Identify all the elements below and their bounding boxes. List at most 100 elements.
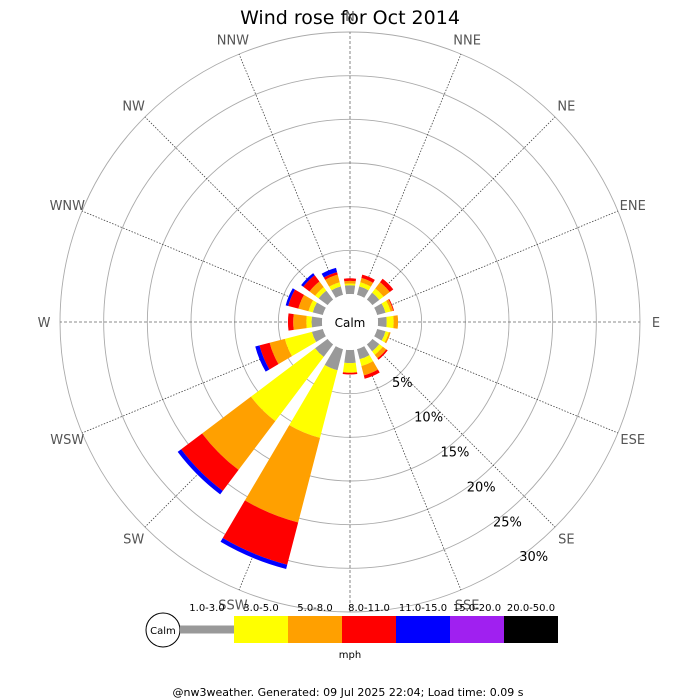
petal-segment [381, 331, 389, 343]
speed-legend: Calm 1.0-3.0 3.0-5.0 5.0-8.0 8.0-11.0 11.0-15… [145, 603, 558, 661]
petal-segment [329, 282, 341, 291]
petal-segment [285, 288, 296, 307]
petal-segment [366, 338, 380, 352]
direction-label: NW [122, 100, 145, 115]
petal-segment [344, 283, 356, 286]
petal-segment [181, 433, 239, 491]
radial-label: 20% [467, 480, 496, 495]
petal-segment [344, 280, 356, 284]
petal-segment [384, 332, 391, 344]
petal-segment [308, 300, 317, 313]
footer-text: @nw3weather. Generated: 09 Jul 2025 22:0… [173, 686, 524, 699]
legend-swatch [180, 625, 234, 634]
petal-segment [222, 500, 299, 565]
petal-segment [374, 329, 386, 341]
legend-bin-label: 8.0-11.0 [348, 603, 390, 614]
petal-segment [269, 338, 293, 365]
petal-segment [259, 342, 279, 370]
petal-segment [288, 289, 305, 309]
petal-segment [372, 344, 383, 355]
grid-ring [103, 75, 597, 569]
petal-segment [298, 294, 314, 312]
direction-label: SE [558, 532, 574, 547]
grid-spoke [375, 210, 619, 312]
legend-bin-label: 3.0-5.0 [243, 603, 278, 614]
petal-segment [375, 282, 390, 297]
petal-segment [393, 315, 399, 329]
petal-segment [321, 267, 338, 278]
petal-segment [344, 349, 356, 364]
legend-bin-label: 5.0-8.0 [297, 603, 332, 614]
petal-segment [377, 349, 388, 360]
petal-segment [220, 538, 288, 569]
petal-segment [311, 316, 323, 328]
direction-label: ENE [620, 199, 646, 214]
legend-bin-label: 20.0-50.0 [507, 603, 555, 614]
direction-label: SSE [455, 599, 480, 614]
direction-label: SW [123, 532, 144, 547]
petal-segment [357, 286, 369, 298]
petal-segment [361, 274, 375, 283]
petal-segment [293, 314, 307, 330]
petal-segment [202, 396, 276, 470]
petal-segment [386, 315, 394, 329]
direction-label: WSW [50, 433, 84, 448]
petal-segment [303, 275, 320, 292]
petal-segment [361, 361, 378, 376]
petal-segment [386, 299, 394, 312]
petal-segment [312, 302, 326, 315]
petal-segment [311, 329, 326, 342]
legend-unit-label: mph [339, 650, 361, 661]
direction-label: WNW [50, 199, 86, 214]
direction-label: SSW [218, 599, 248, 614]
legend-bin-label: 15.0-20.0 [453, 603, 501, 614]
legend-calm-label: Calm [150, 626, 176, 637]
direction-labels: NNNENEENEEESESESSESSSWSWWSWWWNWNWNNW [38, 10, 661, 637]
petal-segment [357, 346, 370, 360]
calm-label: Calm [335, 316, 366, 330]
grid-spoke [144, 116, 331, 303]
petal-segment [377, 316, 387, 328]
petal-segment [255, 345, 270, 372]
polar-grid [59, 31, 641, 613]
direction-label: N [345, 10, 355, 25]
legend-bin-label: 1.0-3.0 [189, 603, 224, 614]
petal-segment [287, 313, 294, 331]
legend-swatch [342, 616, 396, 643]
petal-segment [374, 303, 386, 315]
legend-swatch [288, 616, 342, 643]
petal-segment [284, 331, 317, 357]
radial-label: 30% [519, 550, 548, 565]
direction-label: ESE [620, 433, 645, 448]
petal-segment [325, 274, 340, 287]
legend-bin-label: 11.0-15.0 [399, 603, 447, 614]
petal-segment [372, 288, 384, 300]
direction-label: NE [557, 100, 575, 115]
petal-segment [379, 278, 394, 293]
petal-segment [344, 285, 356, 295]
direction-label: NNW [217, 33, 249, 48]
petal-segment [323, 272, 338, 280]
petal-segment [343, 278, 357, 282]
direction-label: W [38, 316, 51, 331]
radial-label: 5% [392, 376, 413, 391]
petal-segment [331, 286, 343, 298]
petal-segment [359, 282, 371, 291]
petal-segment [301, 273, 315, 287]
petal-segment [342, 362, 358, 373]
petal-segment [342, 372, 358, 375]
petal-segment [289, 364, 338, 438]
petal-segment [381, 300, 391, 313]
petal-segment [360, 277, 374, 287]
legend-swatch [504, 616, 558, 643]
petal-segment [315, 338, 334, 357]
rose-petals [177, 267, 399, 569]
calm-circle [322, 294, 378, 350]
calm-center: Calm [322, 294, 378, 350]
petal-segment [177, 449, 223, 495]
radial-label: 25% [493, 515, 522, 530]
petal-segment [359, 355, 374, 367]
legend-swatch [396, 616, 450, 643]
radial-labels: 5% 10% 15% 20% 25% 30% [392, 376, 548, 565]
petal-segment [309, 281, 324, 296]
